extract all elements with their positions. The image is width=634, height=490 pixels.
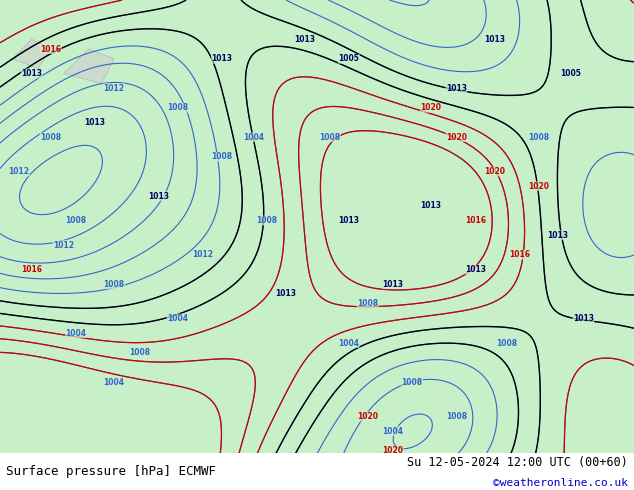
Text: 1013: 1013 xyxy=(338,216,359,225)
Text: 1008: 1008 xyxy=(167,103,188,112)
Text: 1012: 1012 xyxy=(53,241,74,249)
Text: 1008: 1008 xyxy=(401,378,423,387)
Text: ©weatheronline.co.uk: ©weatheronline.co.uk xyxy=(493,478,628,488)
Text: 1008: 1008 xyxy=(496,339,518,347)
Text: 1008: 1008 xyxy=(103,280,125,289)
Text: 1020: 1020 xyxy=(528,182,550,191)
Text: 1004: 1004 xyxy=(167,314,188,323)
Text: 1020: 1020 xyxy=(420,103,442,112)
Text: 1005: 1005 xyxy=(339,54,359,63)
Text: 1012: 1012 xyxy=(8,167,30,176)
Text: 1013: 1013 xyxy=(484,35,505,44)
Text: 1004: 1004 xyxy=(338,339,359,347)
Text: 1013: 1013 xyxy=(547,231,569,240)
Text: 1020: 1020 xyxy=(484,167,505,176)
Text: 1004: 1004 xyxy=(243,133,264,142)
Text: 1013: 1013 xyxy=(465,265,486,274)
Text: 1005: 1005 xyxy=(560,69,581,78)
Text: Surface pressure [hPa] ECMWF: Surface pressure [hPa] ECMWF xyxy=(6,465,216,478)
Text: 1008: 1008 xyxy=(446,412,467,421)
Text: 1004: 1004 xyxy=(382,427,404,436)
Text: 1013: 1013 xyxy=(211,54,233,63)
Text: 1012: 1012 xyxy=(103,84,125,93)
Text: 1013: 1013 xyxy=(382,280,404,289)
Text: 1013: 1013 xyxy=(148,192,169,200)
Text: 1013: 1013 xyxy=(275,290,296,298)
Text: 1008: 1008 xyxy=(319,133,340,142)
Text: 1016: 1016 xyxy=(465,216,486,225)
Text: 1013: 1013 xyxy=(446,84,467,93)
FancyBboxPatch shape xyxy=(0,453,634,490)
Text: 1008: 1008 xyxy=(357,299,378,308)
Text: 1008: 1008 xyxy=(211,152,233,161)
Text: 1013: 1013 xyxy=(294,35,315,44)
Text: 1020: 1020 xyxy=(446,133,467,142)
Text: Su 12-05-2024 12:00 UTC (00+60): Su 12-05-2024 12:00 UTC (00+60) xyxy=(407,456,628,469)
Text: 1008: 1008 xyxy=(65,216,87,225)
Text: 1008: 1008 xyxy=(40,133,61,142)
Text: 1008: 1008 xyxy=(256,216,277,225)
Text: 1020: 1020 xyxy=(357,412,378,421)
Text: 1013: 1013 xyxy=(21,69,42,78)
Text: 1016: 1016 xyxy=(40,45,61,53)
Text: 1008: 1008 xyxy=(528,133,550,142)
Text: 1008: 1008 xyxy=(129,348,150,357)
Polygon shape xyxy=(13,39,51,69)
Text: 1013: 1013 xyxy=(573,314,594,323)
Text: 1016: 1016 xyxy=(21,265,42,274)
Text: 1004: 1004 xyxy=(103,378,125,387)
Polygon shape xyxy=(63,49,114,83)
Text: 1012: 1012 xyxy=(192,250,214,259)
Text: 1016: 1016 xyxy=(509,250,531,259)
Text: 1013: 1013 xyxy=(420,201,442,210)
Text: 1004: 1004 xyxy=(65,329,87,338)
Text: 1020: 1020 xyxy=(382,446,404,455)
Text: 1013: 1013 xyxy=(84,118,106,127)
